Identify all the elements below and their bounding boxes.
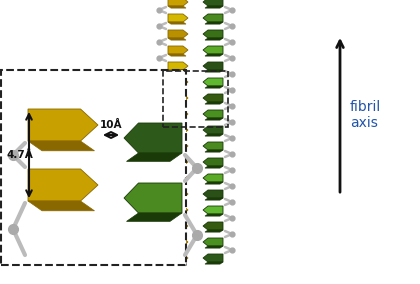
Polygon shape bbox=[205, 6, 223, 8]
Polygon shape bbox=[203, 142, 223, 150]
Polygon shape bbox=[168, 190, 188, 198]
Polygon shape bbox=[205, 166, 223, 168]
Polygon shape bbox=[203, 222, 223, 230]
Polygon shape bbox=[205, 118, 223, 120]
Polygon shape bbox=[205, 230, 223, 232]
Polygon shape bbox=[168, 214, 186, 216]
Polygon shape bbox=[168, 262, 186, 264]
Polygon shape bbox=[168, 158, 188, 166]
Bar bbox=[163, 71, 228, 127]
Polygon shape bbox=[168, 166, 186, 168]
Polygon shape bbox=[203, 238, 223, 246]
Polygon shape bbox=[205, 86, 223, 88]
Polygon shape bbox=[168, 254, 188, 262]
Polygon shape bbox=[126, 213, 182, 222]
Polygon shape bbox=[168, 206, 188, 214]
Bar bbox=[1, 70, 186, 265]
Polygon shape bbox=[168, 14, 188, 22]
Polygon shape bbox=[203, 94, 223, 102]
Polygon shape bbox=[203, 14, 223, 22]
Polygon shape bbox=[168, 70, 186, 72]
Polygon shape bbox=[205, 54, 223, 56]
Polygon shape bbox=[168, 182, 186, 184]
Polygon shape bbox=[203, 30, 223, 38]
Polygon shape bbox=[203, 62, 223, 70]
Polygon shape bbox=[168, 222, 188, 230]
Polygon shape bbox=[203, 174, 223, 182]
Polygon shape bbox=[168, 118, 186, 120]
Polygon shape bbox=[168, 22, 186, 24]
Polygon shape bbox=[168, 54, 186, 56]
Polygon shape bbox=[203, 254, 223, 262]
Polygon shape bbox=[168, 30, 188, 38]
Text: 10Å: 10Å bbox=[100, 120, 122, 130]
Polygon shape bbox=[168, 86, 186, 88]
Polygon shape bbox=[203, 78, 223, 86]
Polygon shape bbox=[28, 109, 98, 141]
Polygon shape bbox=[205, 38, 223, 40]
Polygon shape bbox=[205, 262, 223, 264]
Polygon shape bbox=[203, 190, 223, 198]
Polygon shape bbox=[168, 110, 188, 118]
Polygon shape bbox=[168, 102, 186, 104]
Polygon shape bbox=[168, 198, 186, 200]
Polygon shape bbox=[168, 78, 188, 86]
Polygon shape bbox=[168, 38, 186, 40]
Polygon shape bbox=[168, 46, 188, 54]
Polygon shape bbox=[205, 70, 223, 72]
Polygon shape bbox=[168, 134, 186, 136]
Polygon shape bbox=[168, 150, 186, 152]
Polygon shape bbox=[168, 142, 188, 150]
Polygon shape bbox=[205, 150, 223, 152]
Polygon shape bbox=[205, 246, 223, 248]
Polygon shape bbox=[28, 169, 98, 201]
Polygon shape bbox=[203, 206, 223, 214]
Polygon shape bbox=[28, 141, 94, 151]
Polygon shape bbox=[124, 183, 182, 213]
Text: fibril
axis: fibril axis bbox=[350, 100, 381, 130]
Polygon shape bbox=[168, 0, 188, 6]
Polygon shape bbox=[168, 94, 188, 102]
Polygon shape bbox=[124, 123, 182, 153]
Polygon shape bbox=[168, 174, 188, 182]
Polygon shape bbox=[203, 46, 223, 54]
Polygon shape bbox=[168, 246, 186, 248]
Text: 4.7Å: 4.7Å bbox=[6, 150, 33, 160]
Polygon shape bbox=[205, 214, 223, 216]
Polygon shape bbox=[205, 102, 223, 104]
Polygon shape bbox=[205, 134, 223, 136]
Polygon shape bbox=[203, 158, 223, 166]
Polygon shape bbox=[168, 6, 186, 8]
Polygon shape bbox=[168, 238, 188, 246]
Polygon shape bbox=[205, 182, 223, 184]
Polygon shape bbox=[203, 126, 223, 134]
Polygon shape bbox=[28, 201, 94, 211]
Polygon shape bbox=[203, 0, 223, 6]
Polygon shape bbox=[126, 153, 182, 161]
Polygon shape bbox=[168, 126, 188, 134]
Polygon shape bbox=[205, 198, 223, 200]
Polygon shape bbox=[203, 110, 223, 118]
Polygon shape bbox=[168, 62, 188, 70]
Polygon shape bbox=[205, 22, 223, 24]
Polygon shape bbox=[168, 230, 186, 232]
